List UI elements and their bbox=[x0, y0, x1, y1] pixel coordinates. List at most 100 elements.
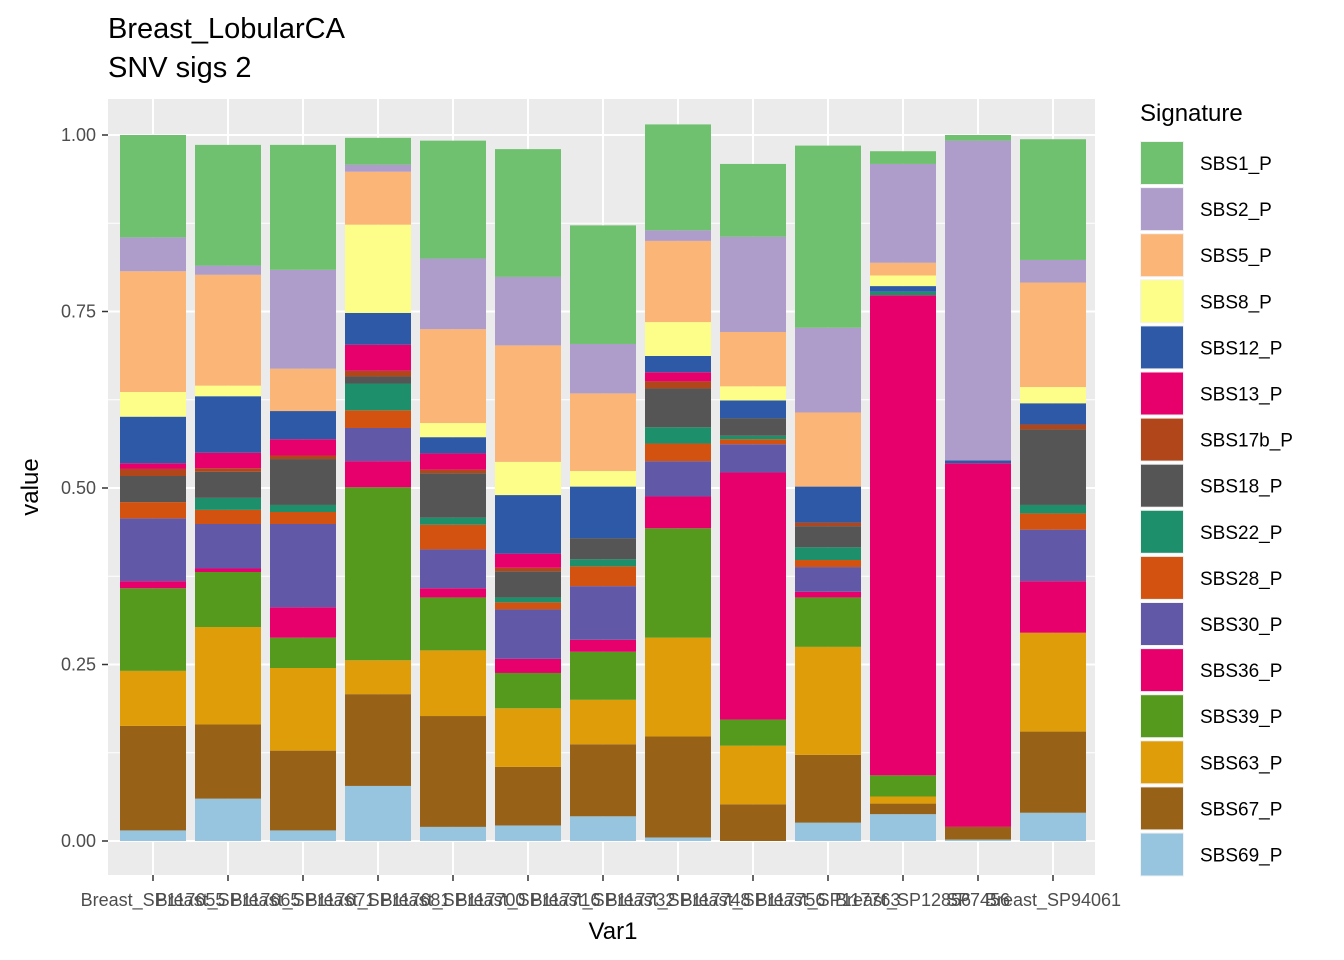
bar-segment-sbs39-p bbox=[720, 719, 786, 746]
legend-label: SBS69_P bbox=[1200, 846, 1282, 867]
chart-subtitle: SNV sigs 2 bbox=[108, 52, 251, 84]
legend-label: SBS39_P bbox=[1200, 707, 1282, 728]
legend-label: SBS36_P bbox=[1200, 661, 1282, 682]
bar-segment-sbs2-p bbox=[1020, 259, 1086, 283]
bar-segment-sbs2-p bbox=[720, 236, 786, 332]
y-tick-label: 0.25 bbox=[61, 655, 96, 675]
bar-segment-sbs12-p bbox=[870, 286, 936, 292]
bar-segment-sbs36-p bbox=[120, 581, 186, 589]
bar-segment-sbs1-p bbox=[270, 144, 336, 270]
legend-swatch bbox=[1141, 234, 1183, 277]
bar-segment-sbs18-p bbox=[1020, 429, 1086, 505]
bar-segment-sbs2-p bbox=[945, 140, 1011, 461]
bar-segment-sbs18-p bbox=[795, 526, 861, 548]
bars-layer bbox=[120, 124, 1086, 841]
bar-segment-sbs28-p bbox=[120, 502, 186, 519]
bar-segment-sbs2-p bbox=[795, 327, 861, 413]
bar-segment-sbs30-p bbox=[420, 549, 486, 589]
bar-segment-sbs28-p bbox=[495, 602, 561, 610]
legend-label: SBS1_P bbox=[1200, 154, 1272, 175]
legend-swatch bbox=[1141, 556, 1183, 599]
bar-segment-sbs18-p bbox=[495, 571, 561, 598]
bar-segment-sbs36-p bbox=[720, 472, 786, 720]
bar-segment-sbs12-p bbox=[195, 396, 261, 453]
bar-segment-sbs28-p bbox=[570, 566, 636, 587]
bar-segment-sbs36-p bbox=[570, 639, 636, 652]
bar-segment-sbs22-p bbox=[420, 517, 486, 525]
bar-segment-sbs30-p bbox=[345, 427, 411, 462]
bar-segment-sbs1-p bbox=[495, 149, 561, 277]
bar-segment-sbs36-p bbox=[420, 588, 486, 598]
bar-segment-sbs69-p bbox=[420, 826, 486, 841]
bar-segment-sbs12-p bbox=[945, 460, 1011, 464]
bar-segment-sbs18-p bbox=[570, 538, 636, 560]
bar-segment-sbs67-p bbox=[120, 725, 186, 831]
bar-segment-sbs36-p bbox=[870, 295, 936, 776]
bar-segment-sbs1-p bbox=[795, 145, 861, 328]
bar-segment-sbs5-p bbox=[420, 329, 486, 424]
bar-segment-sbs69-p bbox=[945, 839, 1011, 841]
x-axis-title: Var1 bbox=[589, 918, 638, 945]
bar-segment-sbs22-p bbox=[570, 559, 636, 567]
bar-segment-sbs28-p bbox=[1020, 513, 1086, 530]
bar-segment-sbs67-p bbox=[645, 736, 711, 838]
bar-segment-sbs22-p bbox=[195, 497, 261, 510]
bar-segment-sbs13-p bbox=[420, 453, 486, 470]
bar-segment-sbs12-p bbox=[345, 312, 411, 345]
bar-segment-sbs67-p bbox=[270, 750, 336, 831]
bar-segment-sbs2-p bbox=[645, 230, 711, 241]
bar-segment-sbs2-p bbox=[495, 276, 561, 346]
bar-segment-sbs28-p bbox=[420, 524, 486, 550]
bar-segment-sbs8-p bbox=[195, 385, 261, 397]
bar-segment-sbs22-p bbox=[870, 291, 936, 296]
bar-segment-sbs13-p bbox=[195, 452, 261, 469]
bar-segment-sbs17b-p bbox=[195, 468, 261, 472]
legend-label: SBS63_P bbox=[1200, 753, 1282, 774]
bar-segment-sbs63-p bbox=[195, 627, 261, 725]
bar-segment-sbs28-p bbox=[795, 560, 861, 568]
bar-segment-sbs22-p bbox=[1020, 504, 1086, 514]
bar-segment-sbs8-p bbox=[345, 224, 411, 313]
bar-segment-sbs2-p bbox=[345, 164, 411, 172]
bar-segment-sbs18-p bbox=[645, 388, 711, 428]
bar-segment-sbs67-p bbox=[945, 826, 1011, 840]
bar-segment-sbs8-p bbox=[420, 423, 486, 438]
bar-segment-sbs1-p bbox=[420, 140, 486, 259]
legend-label: SBS17b_P bbox=[1200, 431, 1293, 452]
bar-segment-sbs18-p bbox=[270, 459, 336, 505]
bar-segment-sbs69-p bbox=[345, 785, 411, 841]
bar-segment-sbs1-p bbox=[870, 151, 936, 164]
bar-segment-sbs22-p bbox=[270, 504, 336, 513]
bar-segment-sbs8-p bbox=[570, 471, 636, 487]
bar-segment-sbs63-p bbox=[345, 660, 411, 695]
bar-segment-sbs28-p bbox=[345, 410, 411, 428]
bar-segment-sbs39-p bbox=[195, 572, 261, 628]
bar-segment-sbs12-p bbox=[645, 355, 711, 373]
bar-segment-sbs36-p bbox=[945, 463, 1011, 827]
bar-segment-sbs13-p bbox=[495, 553, 561, 568]
bar-segment-sbs69-p bbox=[570, 816, 636, 841]
bar-segment-sbs39-p bbox=[345, 487, 411, 661]
y-tick-label: 0.75 bbox=[61, 302, 96, 322]
bar-segment-sbs8-p bbox=[120, 391, 186, 417]
x-tick-label: Breast_SP117748 bbox=[606, 890, 751, 911]
legend-label: SBS28_P bbox=[1200, 569, 1282, 590]
bar-segment-sbs5-p bbox=[570, 393, 636, 472]
bar-segment-sbs63-p bbox=[870, 796, 936, 804]
bar-segment-sbs30-p bbox=[195, 524, 261, 569]
x-tick-label: Breast_SP12856 bbox=[835, 890, 971, 911]
bar-segment-sbs63-p bbox=[495, 708, 561, 767]
bar-segment-sbs8-p bbox=[645, 322, 711, 356]
bar-segment-sbs36-p bbox=[195, 568, 261, 573]
bar-segment-sbs12-p bbox=[120, 416, 186, 464]
bar-segment-sbs2-p bbox=[195, 265, 261, 275]
bar-segment-sbs69-p bbox=[645, 837, 711, 841]
bar-segment-sbs2-p bbox=[270, 269, 336, 369]
bar-segment-sbs5-p bbox=[1020, 282, 1086, 388]
bar-segment-sbs28-p bbox=[270, 512, 336, 525]
bar-segment-sbs17b-p bbox=[645, 381, 711, 389]
bar-segment-sbs1-p bbox=[1020, 139, 1086, 260]
bar-segment-sbs17b-p bbox=[1020, 424, 1086, 430]
bar-segment-sbs69-p bbox=[870, 814, 936, 841]
